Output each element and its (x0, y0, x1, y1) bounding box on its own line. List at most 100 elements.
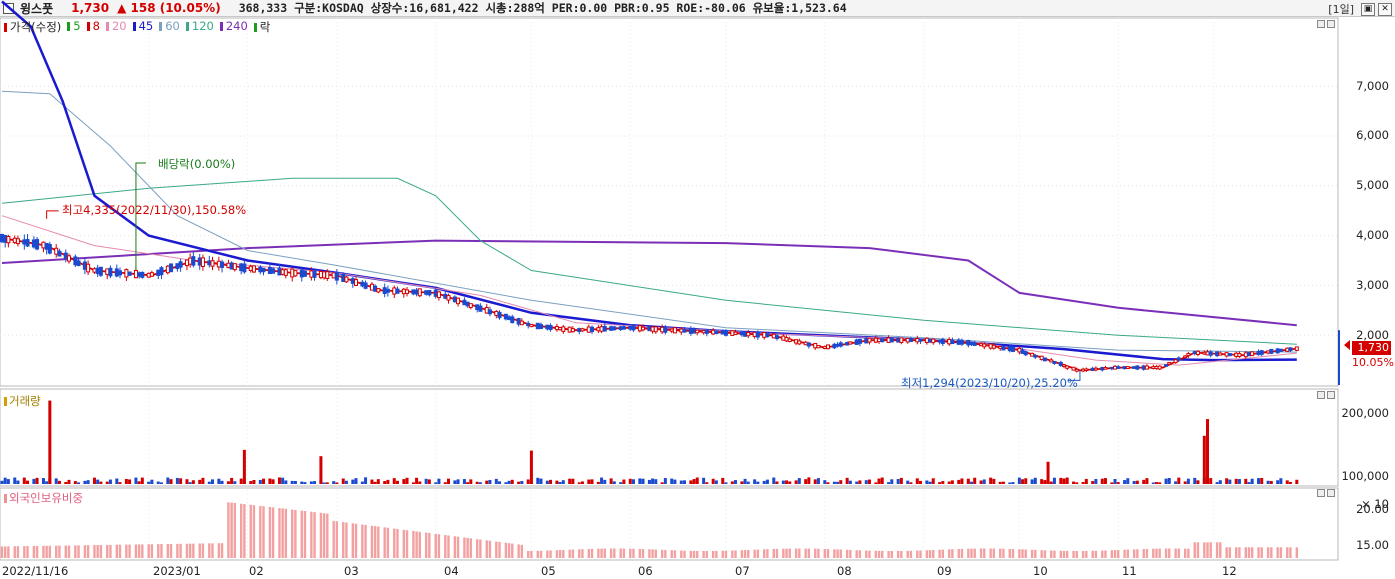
foreign-bar (947, 549, 951, 558)
foreign-bar (1062, 550, 1066, 558)
volume-bar (118, 482, 122, 484)
candle-body (1113, 365, 1118, 370)
candle-body (175, 263, 180, 270)
volume-panel-controls[interactable] (1317, 391, 1335, 399)
volume-bar (1021, 479, 1025, 484)
foreign-bar (696, 550, 699, 558)
candle-body (535, 322, 540, 330)
volume-bar (695, 477, 699, 484)
foreign-bar (740, 550, 744, 558)
volume-bar (411, 482, 415, 484)
candle-body (25, 239, 30, 247)
candle-body (73, 256, 78, 266)
foreign-bar (444, 535, 447, 558)
volume-bar (880, 477, 884, 484)
foreign-bar (7, 546, 10, 558)
candle-body (1151, 366, 1156, 369)
foreign-bar (571, 549, 575, 558)
legend-ma-240: 240 (225, 19, 248, 33)
foreign-bar (495, 541, 498, 558)
volume-bar (1011, 482, 1015, 484)
foreign-bar (201, 543, 205, 558)
candle-body (1278, 348, 1283, 352)
candle-body (682, 328, 687, 333)
foreign-bar (1136, 549, 1139, 558)
volume-bar (128, 479, 132, 484)
candle-body (931, 338, 936, 344)
foreign-bar (67, 545, 71, 558)
volume-bar (386, 479, 390, 484)
foreign-bar (0, 546, 4, 558)
date-label: 02 (249, 564, 264, 578)
maximize-icon[interactable] (1327, 391, 1335, 399)
foreign-bar (1168, 548, 1171, 558)
minimize-icon[interactable] (1317, 391, 1325, 399)
candle-body (414, 289, 419, 295)
candle-body (590, 326, 594, 333)
candle-body (63, 252, 68, 260)
volume-bar (108, 479, 112, 484)
stock-name[interactable]: 윙스풋 (20, 1, 54, 16)
volume-bar (188, 482, 192, 484)
volume-bar (332, 481, 336, 484)
candle-body (1157, 365, 1162, 370)
candle-body (959, 340, 964, 345)
candle-body (940, 338, 945, 344)
candle-body (382, 287, 387, 294)
restore-button[interactable]: ▣ (1361, 2, 1375, 16)
candle-body (714, 330, 719, 335)
foreign-bar (1126, 549, 1129, 558)
maximize-icon[interactable] (1327, 489, 1335, 497)
volume-bar (947, 481, 951, 484)
foreign-bar (1065, 550, 1069, 558)
volume-bar (1132, 480, 1136, 484)
candle-body (197, 257, 202, 266)
foreign-bar (188, 543, 192, 558)
date-label: 04 (444, 564, 459, 578)
minimize-icon[interactable] (1317, 20, 1325, 28)
foreign-bar (1021, 549, 1024, 558)
close-button[interactable]: ✕ (1378, 2, 1392, 16)
foreign-bar (638, 548, 642, 558)
foreign-bar (1145, 548, 1149, 558)
volume-bar (217, 478, 221, 484)
foreign-bar (568, 549, 571, 558)
current-price: 1,730 (71, 1, 110, 15)
period-selector[interactable]: [1일] (1328, 3, 1354, 16)
candle-body (567, 326, 572, 333)
foreign-bar (1053, 550, 1056, 558)
volume-bar (966, 478, 970, 484)
foreign-bar (1123, 549, 1126, 558)
volume-bar (788, 481, 792, 484)
volume-bar (740, 481, 744, 484)
candle-body (797, 340, 802, 345)
candle-body (806, 342, 811, 347)
foreign-bar (262, 506, 265, 558)
price-tick: 7,000 (1356, 79, 1389, 93)
volume-bar (22, 477, 26, 484)
candle-body (1259, 350, 1264, 355)
volume-bar (612, 481, 616, 484)
maximize-icon[interactable] (1327, 20, 1335, 28)
candle-body (1234, 352, 1239, 357)
foreign-bar (303, 510, 307, 558)
candle-body (165, 265, 170, 274)
foreign-bar (77, 545, 80, 558)
volume-bar (3, 477, 7, 484)
foreign-bar (1081, 550, 1085, 558)
minimize-icon[interactable] (1317, 489, 1325, 497)
price-panel-controls[interactable] (1317, 20, 1335, 28)
candle-body (832, 343, 837, 349)
foreign-panel-controls[interactable] (1317, 489, 1335, 497)
foreign-bar (1059, 550, 1063, 558)
volume-bar (284, 480, 288, 484)
candle-body (1042, 357, 1047, 362)
foreign-bar (370, 525, 374, 558)
volume-bar (711, 478, 715, 484)
volume-bar (839, 480, 843, 484)
volume-bar (453, 480, 457, 484)
candle-body (156, 269, 161, 276)
volume-bar (1059, 477, 1063, 484)
candle-body (200, 257, 205, 267)
